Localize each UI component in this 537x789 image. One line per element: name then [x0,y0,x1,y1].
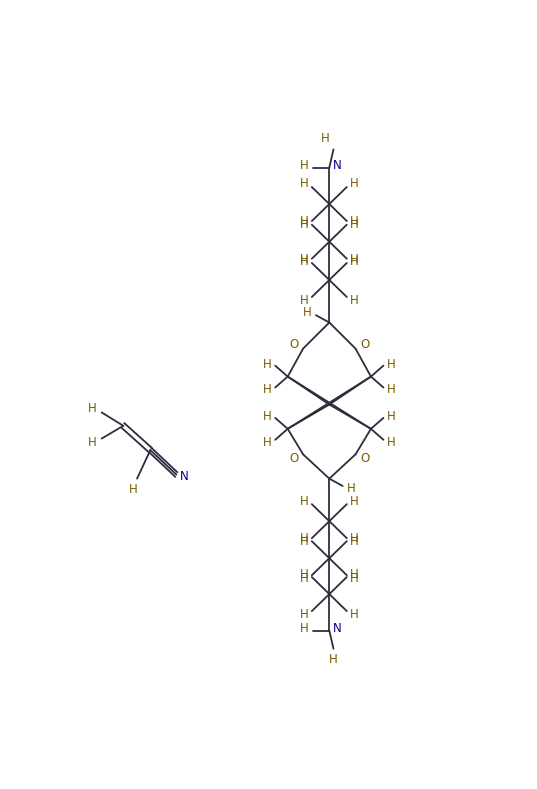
Text: H: H [321,132,330,145]
Text: H: H [263,358,272,371]
Text: H: H [300,253,309,267]
Text: H: H [329,653,338,666]
Text: H: H [303,306,312,320]
Text: H: H [300,215,309,228]
Text: O: O [289,338,299,351]
Text: H: H [350,178,359,190]
Text: H: H [263,410,272,423]
Text: H: H [350,532,359,544]
Text: H: H [350,535,359,548]
Text: H: H [387,436,395,449]
Text: H: H [300,294,309,306]
Text: H: H [300,218,309,230]
Text: H: H [350,218,359,230]
Text: H: H [128,483,137,496]
Text: H: H [387,358,395,371]
Text: H: H [387,410,395,423]
Text: H: H [350,256,359,268]
Text: H: H [300,623,309,635]
Text: H: H [350,215,359,228]
Text: H: H [300,567,309,581]
Text: H: H [263,383,272,396]
Text: H: H [350,294,359,306]
Text: H: H [88,436,97,449]
Text: H: H [387,383,395,396]
Text: H: H [300,608,309,621]
Text: N: N [332,159,341,172]
Text: H: H [350,608,359,621]
Text: H: H [350,572,359,585]
Text: H: H [350,567,359,581]
Text: H: H [300,572,309,585]
Text: H: H [300,495,309,507]
Text: H: H [346,482,355,495]
Text: O: O [360,338,369,351]
Text: H: H [300,159,309,172]
Text: H: H [88,402,97,415]
Text: H: H [300,532,309,544]
Text: H: H [300,178,309,190]
Text: H: H [300,535,309,548]
Text: N: N [180,469,189,483]
Text: O: O [360,452,369,465]
Text: H: H [263,436,272,449]
Text: N: N [332,623,341,635]
Text: H: H [350,253,359,267]
Text: H: H [300,256,309,268]
Text: H: H [350,495,359,507]
Text: O: O [289,452,299,465]
